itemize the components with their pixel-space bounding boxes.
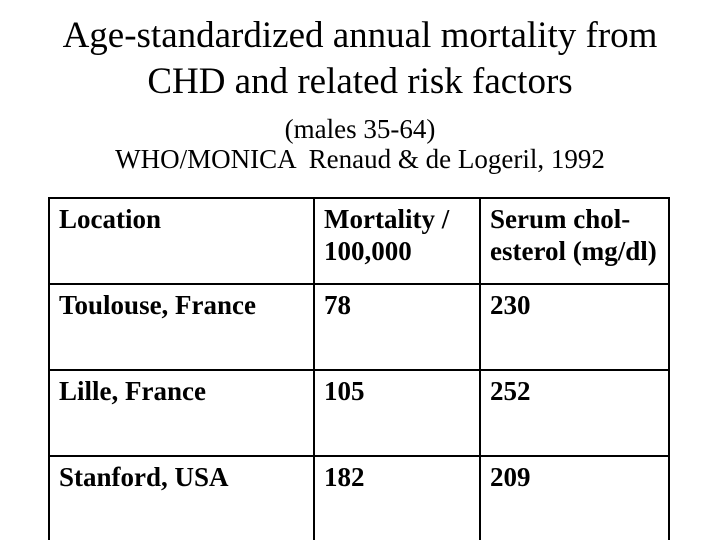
table-cell-cholesterol: 230 — [479, 283, 670, 371]
table-row-lille: Lille, France 105 252 — [48, 369, 670, 457]
header-cell-mortality: Mortality / 100,000 — [313, 197, 481, 285]
slide-subtitle: (males 35-64) WHO/MONICA Renaud & de Log… — [0, 114, 720, 174]
table-cell-location: Toulouse, France — [48, 283, 315, 371]
mortality-risk-table: Location Mortality / 100,000 Serum chol-… — [48, 197, 670, 540]
header-cell-cholesterol: Serum chol- esterol (mg/dl) — [479, 197, 670, 285]
table-header-row: Location Mortality / 100,000 Serum chol-… — [48, 197, 670, 285]
table-cell-location: Lille, France — [48, 369, 315, 457]
subtitle-population: (males 35-64) — [284, 114, 436, 144]
title-line-1: Age-standardized annual mortality from — [62, 15, 658, 56]
slide-title: Age-standardized annual mortality from C… — [0, 0, 720, 105]
table-cell-cholesterol: 209 — [479, 455, 670, 540]
table-cell-location: Stanford, USA — [48, 455, 315, 540]
table-cell-cholesterol: 252 — [479, 369, 670, 457]
title-line-2: CHD and related risk factors — [147, 61, 573, 102]
subtitle-source: WHO/MONICA Renaud & de Logeril, 1992 — [115, 144, 605, 174]
header-cell-location: Location — [48, 197, 315, 285]
table-row-toulouse: Toulouse, France 78 230 — [48, 283, 670, 371]
table-cell-mortality: 105 — [313, 369, 481, 457]
table-cell-mortality: 182 — [313, 455, 481, 540]
table-row-stanford: Stanford, USA 182 209 — [48, 455, 670, 540]
table-cell-mortality: 78 — [313, 283, 481, 371]
